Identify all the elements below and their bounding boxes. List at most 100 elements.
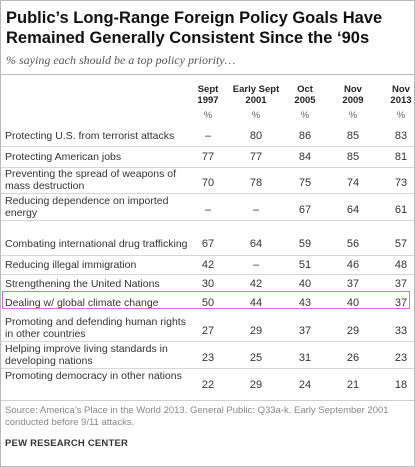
cell-value: 81 xyxy=(394,151,408,163)
cell-value: 23 xyxy=(201,352,215,364)
cell-value: 30 xyxy=(201,278,215,290)
row-label: Reducing dependence on imported energy xyxy=(5,195,169,219)
row-label: Helping improve living standards in deve… xyxy=(5,343,168,367)
row-label: Preventing the spread of weapons of mass… xyxy=(5,168,177,192)
header-divider xyxy=(1,74,414,75)
column-header: Sept 1997 xyxy=(181,84,235,106)
cell-value: 24 xyxy=(298,379,312,391)
cell-value: 70 xyxy=(201,177,215,189)
cell-value: 80 xyxy=(249,130,263,142)
cell-value: 27 xyxy=(201,325,215,337)
cell-value: 42 xyxy=(201,259,215,271)
column-header: Nov 2013 xyxy=(374,84,415,106)
cell-value: 85 xyxy=(346,151,360,163)
cell-value: 29 xyxy=(346,325,360,337)
cell-value: 67 xyxy=(298,204,312,216)
cell-value: – xyxy=(252,259,260,271)
row-label: Protecting U.S. from terrorist attacks xyxy=(5,130,175,142)
cell-value: 83 xyxy=(394,130,408,142)
cell-value: 37 xyxy=(298,325,312,337)
table-row-highlighted: Dealing w/ global climate change 50 44 43 40… xyxy=(1,294,414,312)
cell-value: 40 xyxy=(298,278,312,290)
row-label: Promoting and defending human rights in … xyxy=(5,316,186,340)
page-title: Public’s Long-Range Foreign Policy Goals… xyxy=(6,8,406,48)
cell-value: 61 xyxy=(394,204,408,216)
cell-value: 48 xyxy=(394,259,408,271)
cell-value: 40 xyxy=(346,297,360,309)
row-divider xyxy=(1,146,414,147)
cell-value: 46 xyxy=(346,259,360,271)
cell-value: 77 xyxy=(249,151,263,163)
row-label: Promoting democracy in other nations xyxy=(5,370,182,382)
column-header-line1: Early Sept xyxy=(232,84,280,95)
percent-unit: % xyxy=(396,110,406,121)
cell-value: 78 xyxy=(249,177,263,189)
source-note: Source: America’s Place in the World 201… xyxy=(5,405,389,428)
cell-value: 64 xyxy=(249,238,263,250)
table-row: Strengthening the United Nations 30 42 40 37… xyxy=(1,275,414,293)
cell-value: – xyxy=(204,204,212,216)
cell-value: 64 xyxy=(346,204,360,216)
cell-value: 51 xyxy=(298,259,312,271)
cell-value: 84 xyxy=(298,151,312,163)
row-divider xyxy=(1,368,414,369)
cell-value: 22 xyxy=(201,379,215,391)
cell-value: 75 xyxy=(298,177,312,189)
row-label: Reducing illegal immigration xyxy=(5,259,137,271)
column-header-line1: Nov xyxy=(344,84,362,95)
cell-value: 26 xyxy=(346,352,360,364)
row-divider xyxy=(1,274,414,275)
column-header-line2: 2009 xyxy=(342,95,364,106)
cell-value: 31 xyxy=(298,352,312,364)
row-label: Dealing w/ global climate change xyxy=(5,297,159,309)
table-row: Protecting U.S. from terrorist attacks – 8… xyxy=(1,126,414,146)
column-header: Oct 2005 xyxy=(278,84,332,106)
subtitle: % saying each should be a top policy pri… xyxy=(6,53,236,67)
title-line-2: Remained Generally Consistent Since the … xyxy=(6,29,370,47)
cell-value: 29 xyxy=(249,325,263,337)
cell-value: 50 xyxy=(201,297,215,309)
column-header-line2: 2005 xyxy=(294,95,316,106)
table-row: Helping improve living standards in deve… xyxy=(1,342,414,368)
cell-value: 85 xyxy=(346,130,360,142)
cell-value: 37 xyxy=(394,278,408,290)
percent-unit: % xyxy=(300,110,310,121)
cell-value: – xyxy=(204,130,212,142)
percent-unit: % xyxy=(251,110,261,121)
cell-value: 57 xyxy=(394,238,408,250)
footer-divider xyxy=(1,400,414,401)
brand-label: PEW RESEARCH CENTER xyxy=(5,438,129,449)
row-divider xyxy=(1,220,414,221)
table-row: Promoting and defending human rights in … xyxy=(1,315,414,341)
table-row: Combating international drug trafficking… xyxy=(1,233,414,255)
column-header: Early Sept 2001 xyxy=(229,84,283,106)
cell-value: 21 xyxy=(346,379,360,391)
cell-value: 23 xyxy=(394,352,408,364)
column-header-line1: Sept xyxy=(197,84,219,95)
cell-value: 33 xyxy=(394,325,408,337)
cell-value: – xyxy=(252,204,260,216)
cell-value: 18 xyxy=(394,379,408,391)
cell-value: 59 xyxy=(298,238,312,250)
cell-value: 77 xyxy=(201,151,215,163)
percent-unit: % xyxy=(203,110,213,121)
cell-value: 25 xyxy=(249,352,263,364)
row-divider xyxy=(1,341,414,342)
cell-value: 86 xyxy=(298,130,312,142)
cell-value: 56 xyxy=(346,238,360,250)
column-header-line2: 2001 xyxy=(245,95,267,106)
column-header-line1: Nov xyxy=(392,84,410,95)
table-row: Protecting American jobs 77 77 84 85 81 xyxy=(1,147,414,167)
table-row: Reducing dependence on imported energy – –… xyxy=(1,194,414,220)
cell-value: 29 xyxy=(249,379,263,391)
row-label: Combating international drug trafficking xyxy=(5,238,188,250)
table-row: Promoting democracy in other nations 22 29… xyxy=(1,369,414,395)
percent-unit: % xyxy=(348,110,358,121)
column-header-line2: 1997 xyxy=(197,95,219,106)
cell-value: 44 xyxy=(249,297,263,309)
table-row: Preventing the spread of weapons of mass… xyxy=(1,167,414,193)
row-divider xyxy=(1,167,414,168)
title-line-1: Public’s Long-Range Foreign Policy Goals… xyxy=(6,9,383,27)
highlight-box xyxy=(2,291,410,309)
